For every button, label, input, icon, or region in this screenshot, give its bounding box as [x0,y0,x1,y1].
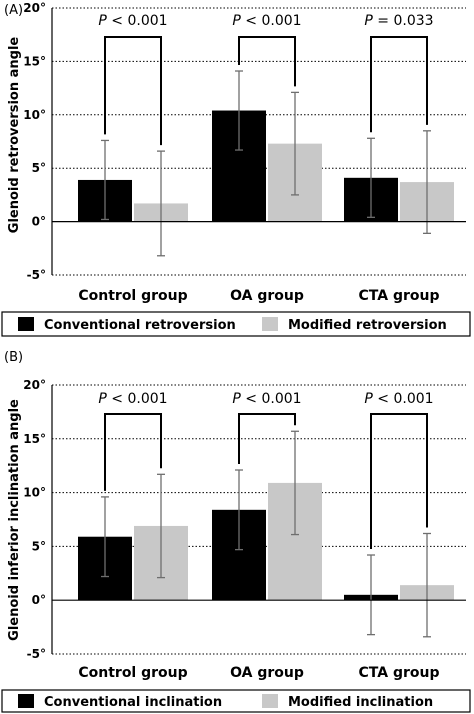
y-tick-label: 15° [23,54,46,68]
p-value-text: < 0.001 [241,13,302,29]
p-value-symbol: P [364,391,373,407]
legend-swatch-conventional [18,317,34,331]
p-value-symbol: P [98,391,107,407]
y-tick-label: 0° [32,593,46,607]
p-value-label: P < 0.001 [364,391,433,407]
y-tick-label: 20° [23,1,46,15]
y-tick-label: 5° [32,161,46,175]
x-category-label: CTA group [359,288,440,304]
x-category-label: Control group [78,288,187,304]
p-value-symbol: P [98,13,107,29]
panel-label: (A) [4,3,23,18]
x-category-label: CTA group [359,665,440,681]
significance-bracket [370,36,428,133]
y-tick-label: 20° [23,378,46,392]
y-axis-label: Glenoid retroversion angle [7,37,22,234]
legend-swatch-modified [262,694,278,708]
legend [1,689,471,713]
y-tick-label: 15° [23,432,46,446]
p-value-label: P < 0.001 [232,13,301,29]
legend-swatch-modified [262,317,278,331]
significance-bracket [370,413,428,550]
chart-panel-b: (B) Glenoid inferior inclination angle -5°… [1,350,471,713]
p-value-label: P < 0.001 [98,13,167,29]
significance-bracket [104,413,162,491]
x-category-label: OA group [230,665,304,681]
p-value-text: = 0.033 [373,13,434,29]
legend-label: Conventional inclination [44,695,222,710]
legend-label: Conventional retroversion [44,318,236,333]
y-tick-label: 0° [32,215,46,229]
x-category-label: Control group [78,665,187,681]
p-value-label: P < 0.001 [98,391,167,407]
p-value-text: < 0.001 [241,391,302,407]
x-category-label: OA group [230,288,304,304]
y-tick-label: 10° [23,108,46,122]
p-value-label: P = 0.033 [364,13,433,29]
p-value-text: < 0.001 [107,13,168,29]
legend [1,311,471,337]
chart-panel-a: (A) Glenoid retroversion angle -5° 0° 5° 10° 1… [1,1,471,337]
y-tick-label: 5° [32,539,46,553]
y-axis-label: Glenoid inferior inclination angle [7,399,22,641]
p-value-symbol: P [364,13,373,29]
p-value-symbol: P [232,391,241,407]
significance-bracket [238,36,296,87]
significance-bracket [104,36,162,146]
p-value-text: < 0.001 [373,391,434,407]
y-tick-label: 10° [23,486,46,500]
p-value-label: P < 0.001 [232,391,301,407]
panel-label: (B) [4,350,23,365]
p-value-text: < 0.001 [107,391,168,407]
legend-swatch-conventional [18,694,34,708]
y-tick-label: -5° [27,268,46,282]
significance-bracket [238,413,296,465]
p-value-symbol: P [232,13,241,29]
y-tick-label: -5° [27,647,46,661]
legend-label: Modified inclination [288,695,433,710]
legend-label: Modified retroversion [288,318,447,333]
